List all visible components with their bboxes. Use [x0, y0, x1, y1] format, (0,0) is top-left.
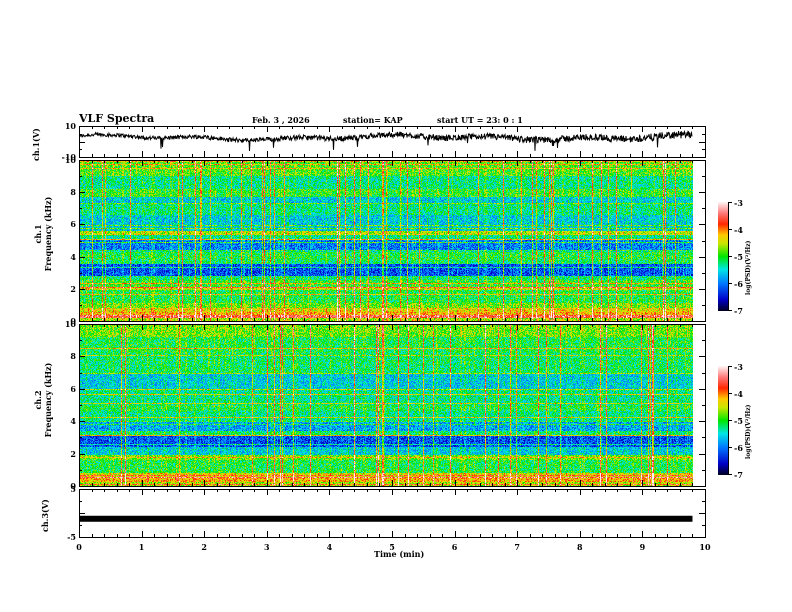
ch1-spectrogram-ylabel-line2: Frequency (kHz): [43, 196, 53, 272]
y-tick-label: 4: [70, 251, 76, 262]
colorbar-tick-label: -7: [734, 469, 743, 480]
ch2-spectrogram-ylabel: ch.2 Frequency (kHz): [33, 345, 53, 455]
x-tick-label: 5: [389, 542, 395, 552]
y-tick-label: 2: [70, 283, 76, 294]
x-tick-label: 2: [201, 542, 207, 552]
ch1-colorbar-label: log(PSD)(V²/Hz): [745, 240, 752, 295]
panel-frame-2: [79, 160, 706, 322]
x-tick-label: 3: [264, 542, 270, 552]
panel-frame-3: [79, 324, 706, 487]
y-tick-label: 6: [70, 219, 76, 230]
x-tick-label: 10: [699, 542, 711, 552]
x-tick-label: 9: [639, 542, 646, 552]
y-tick-label: -10: [61, 152, 76, 162]
ch1-waveform-line: [79, 129, 693, 152]
x-tick-label: 8: [577, 542, 583, 552]
colorbar-tick-label: -3: [734, 361, 743, 372]
x-tick-label: 4: [326, 542, 333, 552]
start-ut-label: start UT = 23: 0 : 1: [437, 115, 523, 125]
y-tick-label: 10: [64, 121, 76, 131]
figure-title: VLF Spectra: [79, 112, 155, 125]
x-tick-label: 1: [138, 542, 145, 552]
colorbar-tick-label: -4: [734, 388, 743, 399]
colorbar-tick-label: -6: [734, 442, 743, 453]
colorbar-tick-label: -6: [734, 278, 743, 289]
ch1-colorbar: [718, 202, 728, 311]
y-tick-label: 0: [70, 481, 76, 491]
date-label: Feb. 3 , 2026: [252, 115, 310, 125]
y-tick-label: 10: [64, 155, 76, 165]
ch1-spectrogram-image: [79, 160, 693, 321]
ch1-ylabel: ch.1(V): [31, 128, 41, 161]
x-tick-label: 0: [76, 542, 82, 552]
y-tick-label: -5: [67, 532, 76, 542]
ch2-spectrogram-ylabel-line1: ch.2: [33, 390, 43, 410]
station-label: station= KAP: [343, 115, 403, 125]
y-tick-label: 2: [70, 448, 76, 459]
x-axis-label: Time (min): [374, 549, 425, 559]
ch2-colorbar: [718, 366, 728, 475]
ch3-ylabel: ch.3(V): [40, 499, 50, 532]
y-tick-label: 6: [70, 383, 76, 394]
ch2-spectrogram-ylabel-line2: Frequency (kHz): [43, 362, 53, 438]
colorbar-tick-label: -4: [734, 224, 743, 235]
ch2-spectrogram-image: [79, 324, 693, 486]
colorbar-tick-label: -7: [734, 305, 743, 316]
ch3-waveform-line: [80, 515, 693, 522]
ch1-spectrogram-ylabel-line1: ch.1: [33, 224, 43, 244]
colorbar-tick-label: -5: [734, 415, 743, 426]
colorbar-tick-label: -3: [734, 197, 743, 208]
y-tick-label: 10: [64, 319, 76, 329]
colorbar-tick-label: -5: [734, 251, 743, 262]
x-tick-label: 7: [514, 542, 520, 552]
ch1-spectrogram-ylabel: ch.1 Frequency (kHz): [33, 179, 53, 289]
ch2-colorbar-label: log(PSD)(V²/Hz): [745, 404, 752, 459]
y-tick-label: 8: [70, 187, 76, 198]
x-tick-label: 6: [451, 542, 458, 552]
y-tick-label: 0: [70, 316, 76, 326]
y-tick-label: 5: [70, 484, 76, 494]
panel-frame-4: [79, 489, 706, 538]
y-tick-label: 8: [70, 351, 76, 362]
y-tick-label: 4: [70, 416, 76, 427]
